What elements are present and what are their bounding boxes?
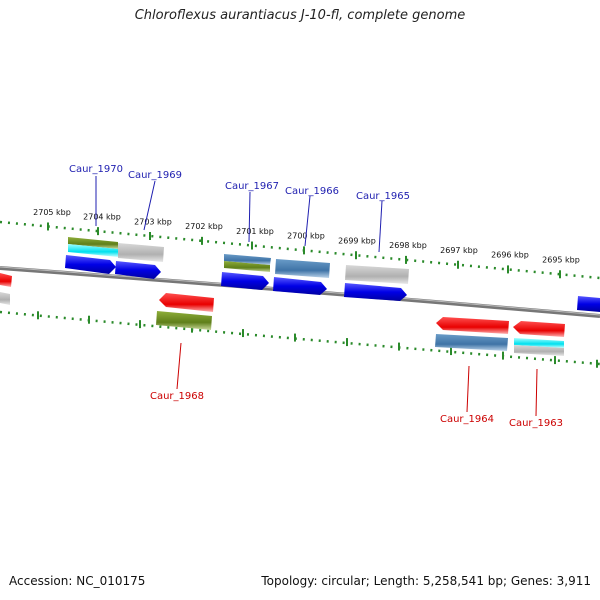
ruler-tick-label: 2704 kbp [83, 213, 121, 222]
ruler-tick-label: 2701 kbp [236, 227, 274, 236]
gene-feature-blue-arrow [115, 261, 161, 279]
ruler-tick-label: 2695 kbp [542, 255, 580, 264]
gene-label-caur1969: Caur_1969 [128, 170, 182, 181]
leader-line-caur1965 [378, 200, 383, 253]
gene-feature-blue-arrow [65, 255, 116, 274]
leader-line-caur1966 [304, 195, 311, 247]
gene-feature-gray [118, 243, 164, 262]
gene-label-caur1966: Caur_1966 [285, 186, 339, 197]
gene-label-caur1967: Caur_1967 [225, 181, 279, 192]
gene-feature-red-edge [0, 273, 12, 287]
ruler-tick-label: 2702 kbp [185, 222, 223, 231]
gene-features [0, 237, 600, 356]
genome-summary-text: Topology: circular; Length: 5,258,541 bp… [261, 574, 591, 588]
gene-feature-olive [224, 261, 270, 272]
ruler-ticks [37, 222, 598, 368]
label-leader-lines [95, 176, 538, 417]
ruler-tick-label: 2698 kbp [389, 241, 427, 250]
gene-feature-blue-arrow [344, 283, 407, 301]
ruler-tick-label: 2703 kbp [134, 217, 172, 226]
gene-feature-olive [68, 237, 118, 249]
gene-feature-steelblue [275, 259, 330, 278]
ruler-tick-label: 2697 kbp [440, 246, 478, 255]
gene-feature-gray [514, 345, 564, 356]
accession-text: Accession: NC_010175 [9, 574, 146, 588]
gene-feature-red-arrow [436, 317, 509, 334]
gene-feature-gray-edge [0, 292, 10, 305]
ruler-tick-label: 2699 kbp [338, 236, 376, 245]
gene-feature-blue-arrow [273, 277, 327, 295]
gene-label-caur1970: Caur_1970 [69, 164, 123, 175]
leader-line-caur1964 [466, 365, 470, 413]
leader-line-caur1967 [248, 191, 251, 243]
gene-feature-steelblue [224, 254, 271, 265]
map-title: Chloroflexus aurantiacus J-10-fl, comple… [134, 8, 466, 23]
gene-feature-red-arrow [513, 321, 565, 337]
gene-feature-gray [345, 265, 409, 284]
gene-feature-cyan [68, 244, 118, 257]
gene-feature-steelblue [435, 334, 508, 351]
gene-feature-olive [156, 311, 212, 330]
gene-label-caur1968: Caur_1968 [150, 391, 204, 402]
leader-line-caur1963 [535, 368, 538, 417]
gene-feature-cyan [514, 338, 564, 348]
gene-label-caur1964: Caur_1964 [440, 414, 494, 425]
gene-feature-blue-arrow [221, 272, 269, 290]
leader-line-caur1968 [176, 342, 182, 390]
ruler-tick-label: 2696 kbp [491, 251, 529, 260]
gene-label-caur1963: Caur_1963 [509, 418, 563, 429]
ruler-tick-label: 2705 kbp [33, 208, 71, 217]
leader-line-caur1969 [143, 180, 156, 231]
gene-label-caur1965: Caur_1965 [356, 191, 410, 202]
gene-feature-blue-edge [577, 296, 600, 312]
gene-feature-red-arrow [159, 293, 214, 312]
